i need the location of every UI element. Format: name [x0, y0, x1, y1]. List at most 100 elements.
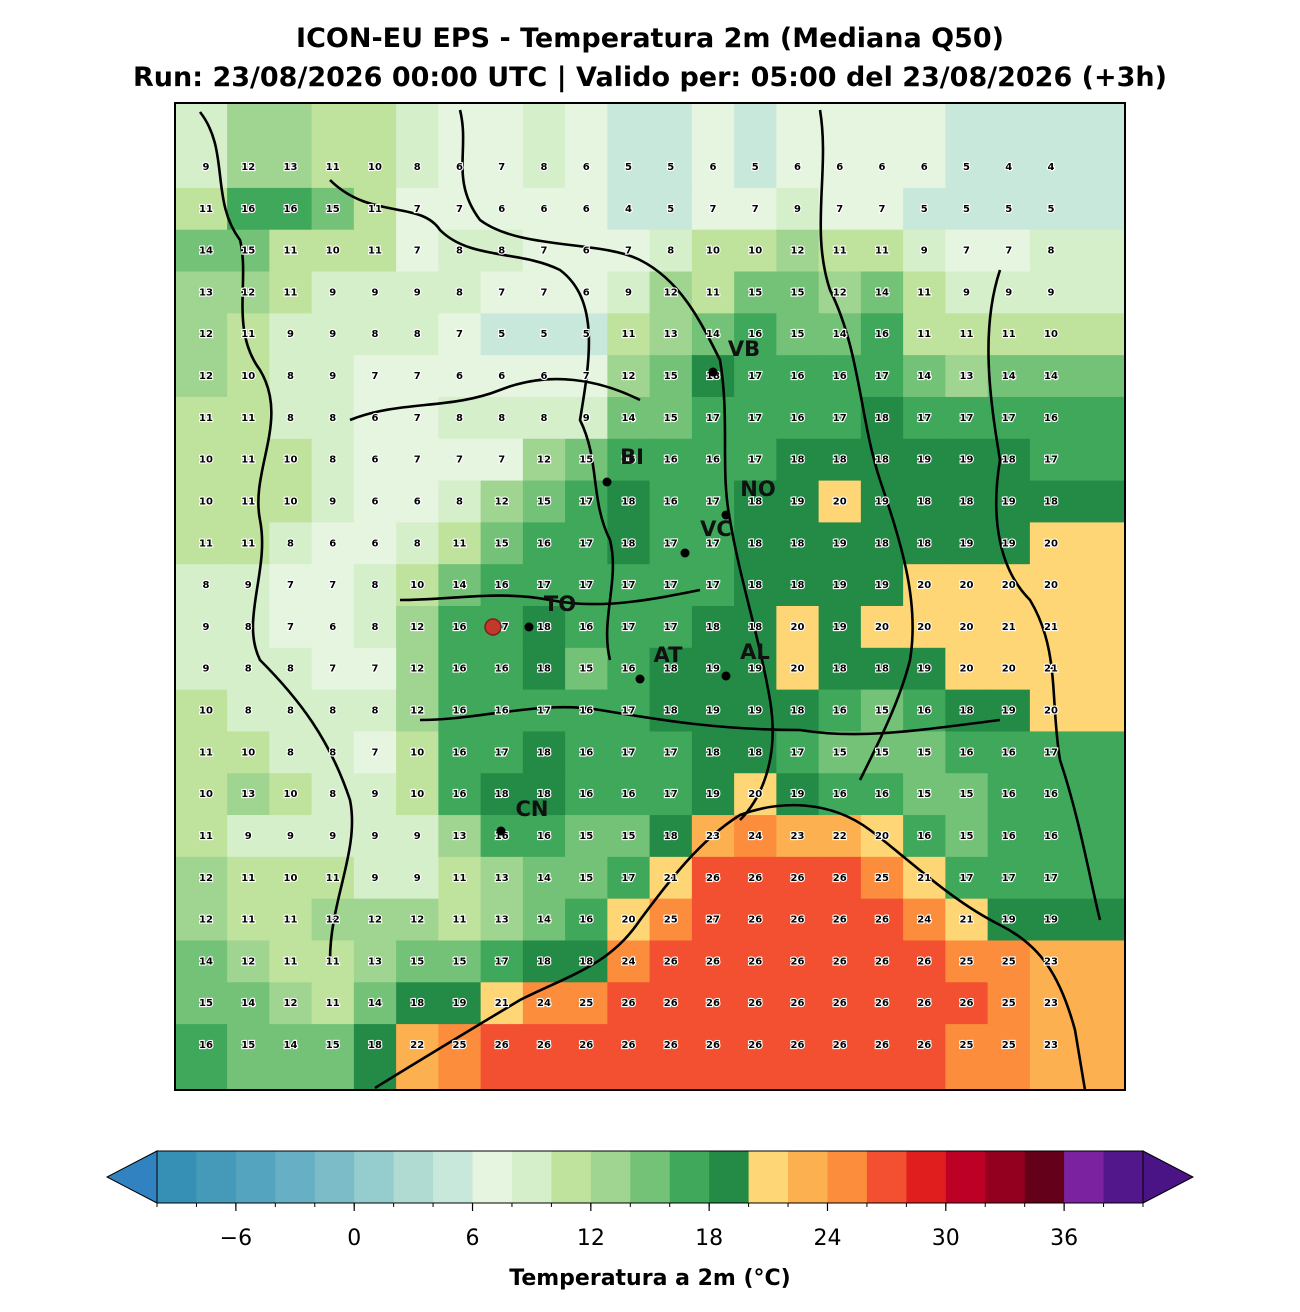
- grid-value: 12: [410, 706, 424, 717]
- temperature-cell: [776, 898, 820, 941]
- grid-value: 26: [664, 1040, 678, 1051]
- grid-value: 8: [287, 706, 294, 717]
- map-frame: [174, 102, 1126, 1091]
- temperature-cell: [480, 480, 524, 523]
- grid-value: 16: [622, 455, 636, 466]
- grid-value: 16: [791, 371, 805, 382]
- temperature-cell: [438, 815, 482, 858]
- temperature-cell: [438, 982, 482, 1025]
- temperature-cell: [438, 229, 482, 273]
- temperature-cell: [776, 731, 820, 774]
- grid-value: 13: [495, 873, 509, 884]
- grid-value: 17: [748, 371, 762, 382]
- grid-value: 15: [664, 371, 678, 382]
- grid-value: 15: [917, 789, 931, 800]
- city-dot: [524, 622, 534, 632]
- temperature-cell: [649, 940, 693, 983]
- grid-value: 19: [706, 664, 720, 675]
- temperature-cell: [227, 564, 270, 607]
- grid-value: 8: [456, 496, 463, 507]
- temperature-cell: [353, 898, 397, 941]
- grid-value: 20: [1002, 664, 1016, 675]
- grid-value: 25: [960, 1040, 974, 1051]
- grid-value: 14: [917, 371, 931, 382]
- grid-value: 26: [706, 998, 720, 1009]
- temperature-cell: [480, 438, 524, 482]
- grid-value: 13: [199, 287, 213, 298]
- grid-value: 16: [622, 789, 636, 800]
- grid-value: 12: [833, 287, 847, 298]
- temperature-cell: [945, 103, 989, 189]
- grid-value: 18: [706, 622, 720, 633]
- grid-value: 26: [875, 956, 889, 967]
- grid-value: 18: [495, 789, 509, 800]
- grid-value: 18: [833, 455, 847, 466]
- temperature-cell: [860, 564, 904, 607]
- temperature-cell: [818, 815, 862, 858]
- grid-value: 10: [284, 496, 298, 507]
- grid-value: 16: [1002, 831, 1016, 842]
- grid-value: 20: [1044, 580, 1058, 591]
- grid-value: 14: [875, 287, 889, 298]
- temperature-cell: [903, 898, 946, 941]
- grid-value: 7: [329, 580, 336, 591]
- grid-value: 25: [1002, 998, 1016, 1009]
- city-label: VB: [728, 337, 760, 361]
- colorbar-bin: [827, 1151, 868, 1203]
- grid-value: 18: [748, 622, 762, 633]
- temperature-cell: [227, 815, 270, 858]
- temperature-cell: [311, 689, 355, 732]
- temperature-cell: [175, 982, 228, 1025]
- temperature-cell: [353, 522, 397, 565]
- temperature-cell: [649, 522, 693, 565]
- grid-value: 25: [579, 998, 593, 1009]
- temperature-cell: [903, 355, 946, 398]
- temperature-cell: [987, 187, 1031, 231]
- temperature-cell: [227, 773, 270, 816]
- grid-value: 15: [199, 998, 213, 1009]
- grid-value: 16: [537, 538, 551, 549]
- grid-value: 20: [960, 622, 974, 633]
- grid-value: 23: [1044, 956, 1058, 967]
- grid-value: 12: [241, 956, 255, 967]
- grid-value: 6: [372, 538, 379, 549]
- temperature-cell: [353, 271, 397, 314]
- temperature-cell: [565, 773, 608, 816]
- temperature-cell: [691, 982, 735, 1025]
- temperature-cell: [396, 606, 439, 649]
- temperature-cell: [987, 480, 1031, 523]
- temperature-cell: [175, 187, 228, 231]
- grid-value: 10: [199, 706, 213, 717]
- grid-value: 5: [1048, 204, 1055, 215]
- temperature-cell: [269, 982, 313, 1025]
- temperature-cell: [607, 982, 651, 1025]
- temperature-cell: [269, 480, 313, 523]
- temperature-cell: [945, 187, 989, 231]
- temperature-cell: [1029, 898, 1126, 941]
- grid-value: 5: [963, 204, 970, 215]
- grid-value: 14: [284, 1040, 298, 1051]
- subtitle: Run: 23/08/2026 00:00 UTC | Valido per: …: [133, 62, 1167, 93]
- grid-value: 9: [583, 413, 590, 424]
- grid-value: 10: [241, 747, 255, 758]
- temperature-cell: [522, 898, 566, 941]
- grid-value: 15: [875, 706, 889, 717]
- grid-value: 15: [537, 496, 551, 507]
- temperature-cell: [522, 103, 566, 189]
- grid-value: 9: [372, 287, 379, 298]
- temperature-cell: [438, 856, 482, 900]
- grid-value: 8: [287, 538, 294, 549]
- grid-value: 15: [748, 287, 762, 298]
- temperature-cell: [353, 564, 397, 607]
- grid-value: 17: [664, 580, 678, 591]
- grid-value: 12: [622, 371, 636, 382]
- grid-value: 16: [917, 831, 931, 842]
- temperature-cell: [565, 731, 608, 774]
- grid-value: 24: [537, 998, 551, 1009]
- grid-value: 16: [537, 831, 551, 842]
- grid-value: 8: [372, 706, 379, 717]
- grid-value: 6: [836, 162, 843, 173]
- grid-value: 15: [579, 455, 593, 466]
- city-label: BI: [620, 445, 644, 469]
- grid-value: 16: [622, 664, 636, 675]
